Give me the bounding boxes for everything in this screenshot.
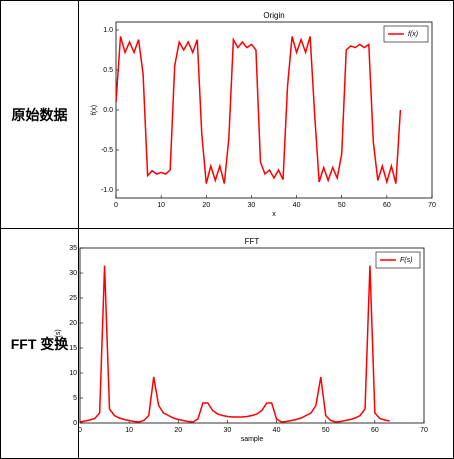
y-tick-label: 0.0 [103,107,113,114]
x-tick-label: 40 [293,202,301,209]
x-tick-label: 20 [174,427,182,434]
y-tick-label: 30 [69,270,77,277]
y-axis-label: f(x) [91,105,98,115]
y-tick-label: 20 [69,320,77,327]
row-label: 原始数据 [11,106,68,123]
x-tick-label: 10 [157,202,165,209]
chart-title: FFT [245,237,260,246]
y-tick-label: 0.5 [103,67,113,74]
x-tick-label: 70 [428,202,436,209]
y-tick-label: 25 [69,295,77,302]
x-tick-label: 50 [322,427,330,434]
row-label: FFT 变换 [10,335,69,352]
x-tick-label: 20 [202,202,210,209]
legend-label: F(s) [400,257,412,264]
y-tick-label: 15 [69,345,77,352]
y-tick-label: 1.0 [103,27,113,34]
x-tick-label: 10 [125,427,133,434]
y-tick-label: 5 [73,395,77,402]
x-tick-label: 60 [383,202,391,209]
legend-label: f(x) [408,31,418,38]
line [115,36,402,185]
plot-area [79,247,425,424]
x-axis-label: sample [241,436,264,443]
y-tick-label: -0.5 [101,147,113,154]
x-axis-label: x [272,211,276,218]
y-axis-label: F(s) [55,329,62,341]
chart-title: Origin [263,11,284,20]
x-tick-label: 50 [338,202,346,209]
legend-box [375,251,421,269]
x-tick-label: 70 [420,427,428,434]
x-tick-label: 0 [78,427,82,434]
plot-area [115,21,433,199]
y-tick-label: 0 [73,420,77,427]
x-tick-label: 30 [224,427,232,434]
legend-box [383,25,429,43]
line [79,265,390,423]
y-tick-label: -1.0 [101,187,113,194]
x-tick-label: 0 [114,202,118,209]
x-tick-label: 30 [248,202,256,209]
y-tick-label: 10 [69,370,77,377]
x-tick-label: 60 [371,427,379,434]
x-tick-label: 40 [273,427,281,434]
y-tick-label: 35 [69,245,77,252]
